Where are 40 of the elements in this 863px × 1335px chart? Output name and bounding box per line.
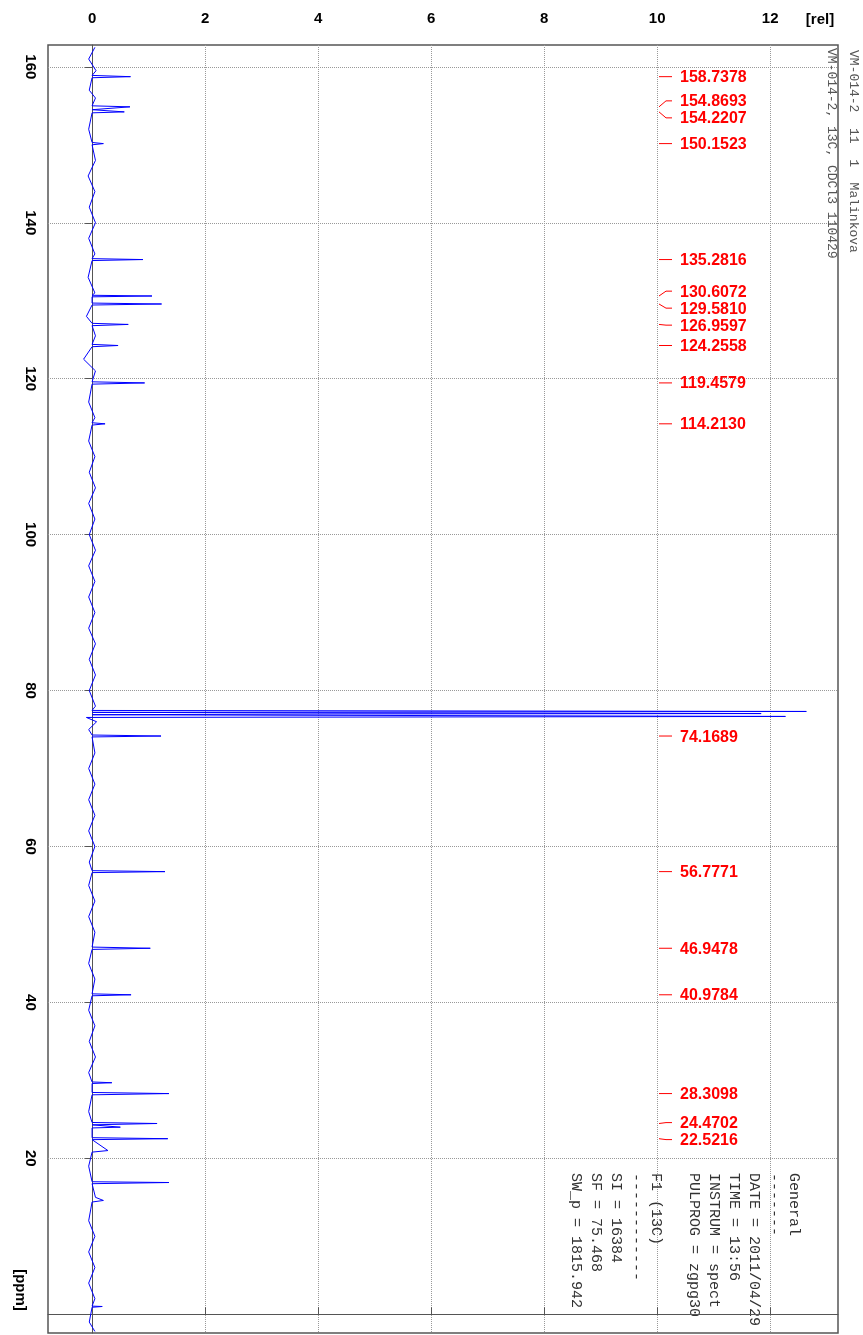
annotation: 114.2130 <box>680 415 746 433</box>
x-tick-label: 10 <box>648 9 666 26</box>
x-tick-label: 4 <box>313 9 323 26</box>
annotation: 126.9597 <box>680 316 747 334</box>
annotation: F1 (13C) ------------ SI = 16384 SF = 75.468 SW_p = 1815.942 <box>566 1173 664 1309</box>
annotation: 154.8693 <box>680 92 747 110</box>
y-tick-label: 160 <box>23 54 40 80</box>
line-series <box>83 46 807 1332</box>
y-axis-title: [ppm] <box>12 1269 30 1311</box>
y-tick-label: 80 <box>23 682 40 699</box>
annotation: 40.9784 <box>680 986 738 1004</box>
annotation: 130.6072 <box>680 282 747 300</box>
y-tick-label: 20 <box>23 1150 40 1167</box>
y-tick-label: 60 <box>23 838 40 855</box>
x-tick-label: 8 <box>539 9 549 26</box>
x-tick-label: 12 <box>761 9 779 26</box>
annotation: 22.5216 <box>680 1131 738 1149</box>
annotation: 28.3098 <box>680 1085 738 1103</box>
annotation: 129.5810 <box>680 299 747 317</box>
annotation: 158.7378 <box>680 68 747 86</box>
x-tick-label: 6 <box>426 9 436 26</box>
annotation: 119.4579 <box>680 374 746 392</box>
annotation: 154.2207 <box>680 109 747 127</box>
y-tick-label: 100 <box>23 522 40 548</box>
text: VM-014-2, 13C, CDCl3 110429 <box>823 48 839 259</box>
annotation: 46.9478 <box>680 939 738 957</box>
text: VM-014-2 11 1 Malinkova <box>845 50 861 254</box>
x-tick-label: 2 <box>200 9 210 26</box>
annotation: 56.7771 <box>680 863 738 881</box>
annotation: 135.2816 <box>680 251 747 269</box>
annotation: 124.2558 <box>680 337 747 355</box>
x-axis-title: [rel] <box>805 9 835 27</box>
x-tick-label: 0 <box>87 9 97 26</box>
annotation: 74.1689 <box>680 727 738 745</box>
annotation: 150.1523 <box>680 135 747 153</box>
y-tick-label: 40 <box>23 994 40 1011</box>
annotation: 24.4702 <box>680 1114 738 1132</box>
y-tick-label: 140 <box>23 210 40 236</box>
annotation: General ------- DATE = 2011/04/29 TIME = 13:56 INSTRUM = spect PULPROG = zgpg30 <box>684 1173 802 1327</box>
y-tick-label: 120 <box>23 366 40 392</box>
